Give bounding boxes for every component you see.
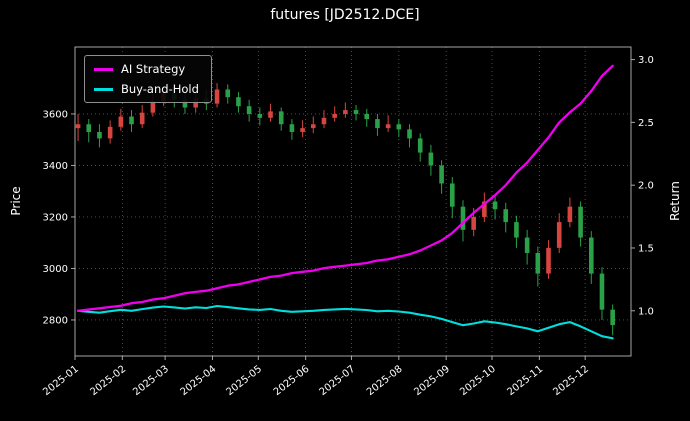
date-tick-label: 2025-11 xyxy=(505,364,545,398)
date-tick-label: 2025-09 xyxy=(412,364,452,398)
candle-body xyxy=(118,116,124,127)
candle-body xyxy=(546,247,551,274)
candle-body xyxy=(150,101,156,113)
candle-body xyxy=(567,206,573,223)
candle-body xyxy=(385,124,391,129)
candle-body xyxy=(535,253,541,274)
date-tick-label: 2025-03 xyxy=(131,364,171,398)
candle-body xyxy=(578,206,583,238)
return-tick-label: 3.0 xyxy=(638,55,654,66)
candle-body xyxy=(492,201,498,210)
candle-body xyxy=(257,113,263,118)
date-tick-label: 2025-08 xyxy=(365,364,405,398)
candle-body xyxy=(193,98,198,108)
candle-body xyxy=(460,206,466,230)
candle-body xyxy=(332,113,337,118)
candle-body xyxy=(268,111,273,118)
candle-body xyxy=(343,110,348,114)
candle-body xyxy=(599,273,605,310)
candle-body xyxy=(556,222,562,248)
candle-body xyxy=(588,237,594,274)
legend-item-ai-strategy: AI Strategy xyxy=(94,62,199,76)
date-tick-label: 2025-10 xyxy=(458,364,498,398)
candle-body xyxy=(225,89,231,98)
candle-body xyxy=(310,124,316,129)
candle-body xyxy=(449,183,455,207)
candle-body xyxy=(503,209,509,223)
chart-title: futures [JD2512.DCE] xyxy=(270,7,420,23)
date-tick-label: 2025-07 xyxy=(318,364,358,398)
candle-body xyxy=(407,129,412,139)
return-tick-label: 2.0 xyxy=(638,181,654,192)
date-tick-label: 2025-04 xyxy=(179,364,219,398)
candle-body xyxy=(471,216,476,230)
candle-body xyxy=(97,131,102,139)
return-tick-label: 2.5 xyxy=(638,118,654,129)
price-tick-label: 2800 xyxy=(43,315,68,326)
price-tick-label: 3000 xyxy=(43,264,68,275)
candle-body xyxy=(396,124,402,130)
candle-body xyxy=(514,222,519,238)
ai-strategy-line-swatch xyxy=(94,67,113,71)
ai-strategy-line xyxy=(76,64,614,312)
candle-body xyxy=(524,237,530,253)
date-tick-label: 2025-12 xyxy=(551,364,591,398)
candle-body xyxy=(214,89,220,104)
date-tick-label: 2025-01 xyxy=(41,364,81,398)
axis-tick-labels: 2800 3000 3200 3400 3600 1.0 1.5 2.0 2.5 3.0 2025-… xyxy=(41,55,654,398)
candle-body xyxy=(107,126,113,139)
candle-body xyxy=(321,117,327,125)
candle-body xyxy=(246,106,252,114)
candle-body xyxy=(139,112,145,125)
candle-body xyxy=(278,111,284,125)
chart-legend: AI Strategy Buy-and-Hold xyxy=(84,55,212,103)
candle-body xyxy=(86,124,92,132)
legend-label-buy-and-hold: Buy-and-Hold xyxy=(121,82,199,96)
candle-body xyxy=(300,128,305,132)
candle-body xyxy=(482,201,487,217)
return-tick-label: 1.0 xyxy=(638,306,654,317)
price-tick-label: 3400 xyxy=(43,161,68,172)
legend-label-ai-strategy: AI Strategy xyxy=(121,62,186,76)
candle-body xyxy=(428,152,434,166)
candle-body xyxy=(236,97,241,107)
price-tick-label: 3600 xyxy=(43,109,68,120)
legend-item-buy-and-hold: Buy-and-Hold xyxy=(94,82,199,96)
candlestick-series xyxy=(75,83,615,336)
candle-body xyxy=(439,165,444,184)
candle-body xyxy=(375,119,380,129)
date-tick-label: 2025-02 xyxy=(88,364,128,398)
candle-body xyxy=(182,99,188,108)
return-tick-label: 1.5 xyxy=(638,243,654,254)
price-tick-label: 3200 xyxy=(43,212,68,223)
plot-border xyxy=(74,46,632,357)
candle-body xyxy=(353,110,359,114)
candle-body xyxy=(610,309,615,326)
date-tick-label: 2025-05 xyxy=(224,364,264,398)
buy-and-hold-line xyxy=(77,304,614,340)
date-tick-label: 2025-06 xyxy=(272,364,312,398)
candle-body xyxy=(129,116,134,125)
buy-and-hold-line-swatch xyxy=(94,87,113,91)
candle-body xyxy=(417,138,423,153)
candle-body xyxy=(289,124,295,132)
candle-body xyxy=(364,113,370,120)
grid-lines xyxy=(74,47,631,356)
candle-body xyxy=(75,124,81,129)
